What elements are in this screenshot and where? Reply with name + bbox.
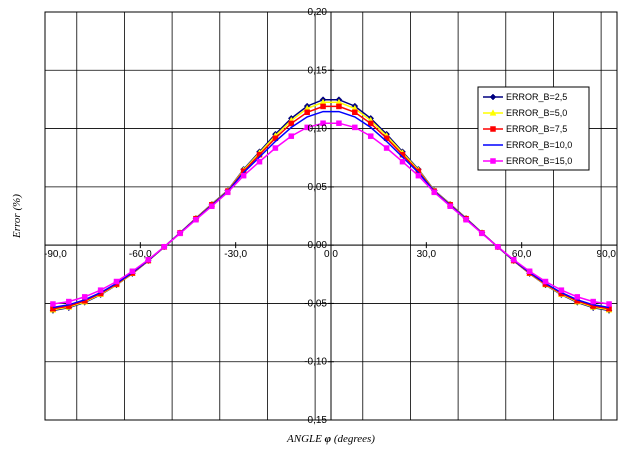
data-point [495,244,501,250]
x-axis-title: ANGLE φ (degrees) [286,433,375,445]
x-tick-label: 90,0 [597,249,617,260]
data-point [50,301,56,307]
data-point [606,301,612,307]
legend-marker [489,109,497,116]
legend-item: ERROR_B=5,0 [483,108,567,118]
y-tick-label: 0,20 [308,7,328,18]
series-5 [50,120,612,307]
y-tick-label: -0,15 [304,415,327,426]
data-point [447,203,453,209]
legend: ERROR_B=2,5 ERROR_B=5,0 ERROR_B=7,5 ERROR_B… [477,86,590,171]
data-point [113,278,120,285]
data-point [66,298,72,305]
data-point [256,158,263,165]
data-point [383,145,390,151]
data-point [574,294,581,300]
y-tick-label: 0,05 [308,182,328,193]
legend-marker [490,158,496,164]
y-tick-label: -0,05 [304,298,327,309]
data-point [542,278,549,285]
legend-item: ERROR_B=2,5 [483,92,567,102]
data-point [479,230,485,237]
data-point [193,216,199,223]
data-point [526,268,533,275]
y-tick-label: 0,00 [308,240,328,251]
data-point [288,133,295,139]
data-point [431,189,438,196]
data-point [367,120,374,127]
legend-label: ERROR_B=15,0 [506,156,572,166]
data-point [352,109,358,116]
data-point [145,256,152,263]
data-point [209,203,215,209]
x-axis-title-prefix: ANGLE [286,433,325,445]
y-axis-title: Error (%) [11,194,23,239]
legend-marker [490,126,496,132]
x-tick-label: -60,0 [129,249,152,260]
series-group [49,96,613,314]
data-point [367,133,374,139]
x-tick-label: 60,0 [512,249,532,260]
data-point [320,103,326,110]
data-point [177,230,183,237]
axes [44,11,618,421]
legend-label: ERROR_B=2,5 [506,92,567,102]
data-point [97,287,104,293]
data-point [336,103,342,110]
data-point [240,172,247,179]
data-point [304,124,310,131]
y-tick-label: 0,15 [308,65,328,76]
data-point [558,287,565,293]
data-point [352,124,358,131]
data-point [161,244,167,250]
legend-marker [489,93,497,101]
data-point [288,120,295,127]
x-tick-label: -30,0 [224,249,247,260]
data-point [463,216,469,223]
data-point [320,120,326,126]
legend-label: ERROR_B=10,0 [506,140,572,150]
y-tick-label: 0,10 [308,124,328,135]
data-point [304,109,310,116]
x-axis-title-symbol: φ [325,433,332,445]
data-point [224,189,231,196]
legend-item: ERROR_B=15,0 [483,156,572,166]
data-point [590,298,596,305]
x-tick-labels: -90,0 -60,0 -30,0 0,0 30,0 60,0 90,0 [44,249,616,260]
y-tick-label: -0,10 [304,357,327,368]
data-point [272,145,279,151]
legend-item: ERROR_B=10,0 [483,140,572,150]
data-point [81,294,88,300]
x-tick-label: -90,0 [44,249,67,260]
legend-label: ERROR_B=5,0 [506,108,567,118]
data-point [399,158,406,165]
data-point [336,120,342,126]
x-tick-label: 30,0 [417,249,437,260]
data-point [415,172,422,179]
legend-label: ERROR_B=7,5 [506,124,567,134]
x-tick-label: 0,0 [324,249,338,260]
y-tick-labels: 0,20 0,15 0,10 0,05 0,00 -0,05 -0,10 -0,15 [304,7,327,426]
x-axis-title-suffix: (degrees) [331,433,375,445]
legend-item: ERROR_B=7,5 [483,124,567,134]
data-point [129,268,136,275]
data-point [510,256,517,263]
